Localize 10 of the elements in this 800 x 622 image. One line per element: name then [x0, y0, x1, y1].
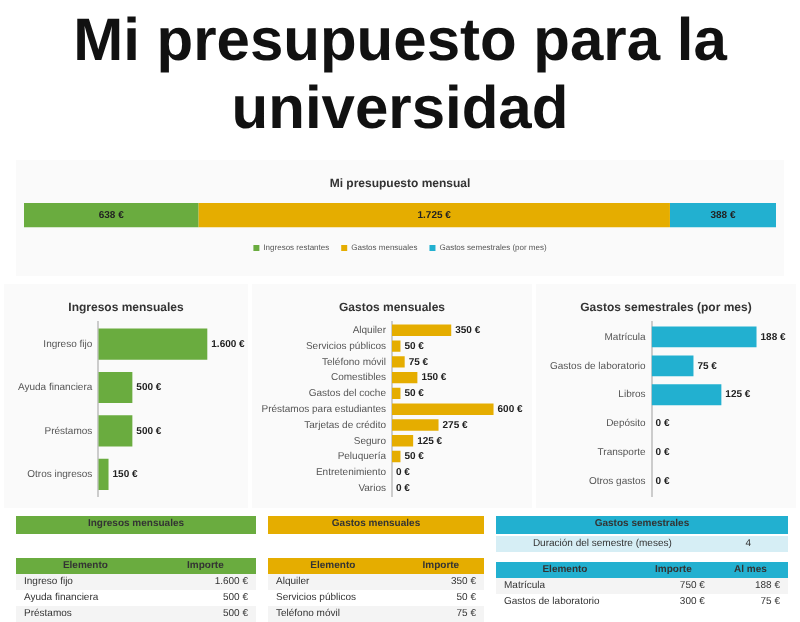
bar [392, 450, 401, 463]
chart-title: Mi presupuesto para la universidad [71, 8, 730, 144]
bar [392, 324, 452, 336]
bar [392, 435, 414, 447]
bar [392, 356, 405, 368]
bar [392, 387, 401, 400]
bar [392, 419, 439, 431]
bar [392, 340, 401, 352]
bar [392, 403, 494, 415]
bar [392, 371, 418, 384]
